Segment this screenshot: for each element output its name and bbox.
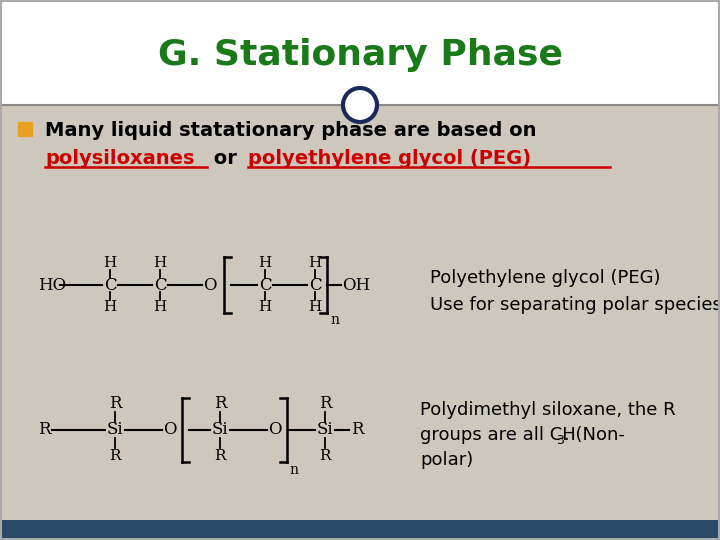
Text: O: O [203,276,217,294]
Text: C: C [309,276,321,294]
Text: or: or [207,148,251,167]
Text: C: C [153,276,166,294]
Text: R: R [214,395,226,413]
Bar [0,520,720,540]
Bar [18,122,32,136]
Text: . (Non-: . (Non- [564,426,625,444]
Text: H: H [258,256,271,270]
Text: O: O [269,422,282,438]
Text: R: R [109,395,121,413]
Text: R: R [109,449,121,463]
Text: n: n [330,313,339,327]
Text: Polyethylene glycol (PEG): Polyethylene glycol (PEG) [430,269,660,287]
Text: polar): polar) [420,451,473,469]
Text: Use for separating polar species: Use for separating polar species [430,296,720,314]
Bar [0,0,720,105]
Text: C: C [258,276,271,294]
Text: R: R [319,449,330,463]
Text: Si: Si [212,422,228,438]
Text: R: R [38,422,50,438]
Text: 3: 3 [556,434,564,447]
Text: C: C [104,276,117,294]
Text: H: H [258,300,271,314]
Text: HO: HO [38,276,66,294]
Bar [0,105,720,520]
Text: Si: Si [317,422,333,438]
Text: Polydimethyl siloxane, the R: Polydimethyl siloxane, the R [420,401,675,419]
Text: H: H [153,300,166,314]
Text: H: H [104,300,117,314]
Text: R: R [351,422,364,438]
Text: polysiloxanes: polysiloxanes [45,148,194,167]
Text: H: H [308,256,322,270]
Text: n: n [289,463,298,477]
Text: OH: OH [342,276,370,294]
Text: Many liquid statationary phase are based on: Many liquid statationary phase are based… [45,122,536,140]
Text: O: O [163,422,176,438]
Text: groups are all CH: groups are all CH [420,426,576,444]
Text: polyethylene glycol (PEG): polyethylene glycol (PEG) [248,148,531,167]
Text: R: R [215,449,226,463]
Text: H: H [153,256,166,270]
Text: G. Stationary Phase: G. Stationary Phase [158,38,562,72]
Circle shape [343,88,377,122]
Text: Si: Si [107,422,123,438]
Text: H: H [308,300,322,314]
Text: R: R [319,395,331,413]
Text: H: H [104,256,117,270]
